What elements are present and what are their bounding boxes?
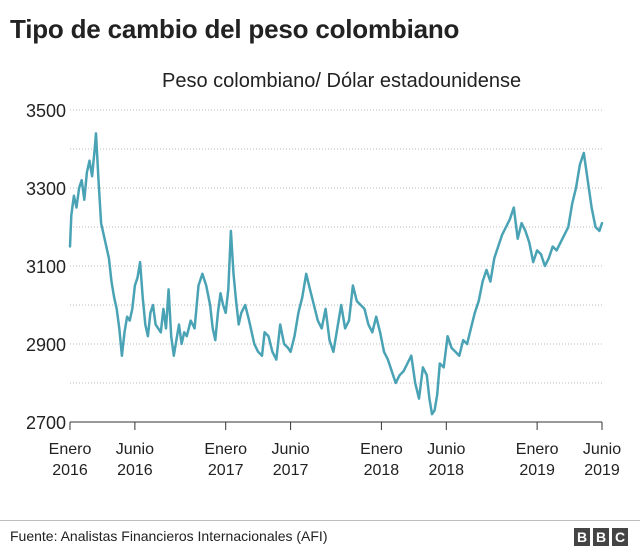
y-axis-ticks: 2700 2900 3100 3300 3500 [26,101,66,433]
bbc-logo-letter-1: B [574,528,590,546]
y-tick-label-3300: 3300 [26,179,66,199]
x-tick-label-5-month: Junio [427,441,465,458]
bbc-logo: B B C [574,528,628,546]
x-tick-label-4-month: Enero [360,441,403,458]
x-tick-label-3-year: 2017 [273,462,309,479]
y-tick-label-2700: 2700 [26,413,66,433]
series-line-0 [68,132,604,416]
y-tick-label-3500: 3500 [26,101,66,121]
chart-subtitle-text: Peso colombiano/ Dólar estadounidense [162,70,522,92]
bbc-logo-letter-3: C [612,528,628,546]
x-tick-label-2-year: 2017 [208,462,244,479]
x-tick-label-7-year: 2019 [584,462,620,479]
y-tick-label-2900: 2900 [26,335,66,355]
chart-subtitle: Peso colombiano/ Dólar estadounidense [0,70,640,93]
x-tick-label-3-month: Junio [271,441,309,458]
page-title: Tipo de cambio del peso colombiano [10,14,460,44]
x-tick-label-2-month: Enero [204,441,247,458]
x-tick-label-1-month: Junio [116,441,154,458]
chart-series [68,132,604,416]
chart-grid [70,109,602,423]
x-tick-label-6-year: 2019 [519,462,555,479]
footer-divider [0,520,640,521]
x-tick-label-0-year: 2016 [52,462,88,479]
x-axis-ticks: Enero 2016 Junio 2016 Enero 2017 Junio 2017 Ener… [49,422,621,479]
x-tick-label-7-month: Junio [583,441,621,458]
x-tick-label-1-year: 2016 [117,462,153,479]
x-tick-label-6-month: Enero [516,441,559,458]
x-tick-label-0-month: Enero [49,441,92,458]
bbc-logo-letter-2: B [593,528,609,546]
source-note: Fuente: Analistas Financieros Internacio… [10,528,328,544]
y-tick-label-3100: 3100 [26,257,66,277]
x-tick-label-4-year: 2018 [364,462,400,479]
x-tick-label-5-year: 2018 [428,462,464,479]
